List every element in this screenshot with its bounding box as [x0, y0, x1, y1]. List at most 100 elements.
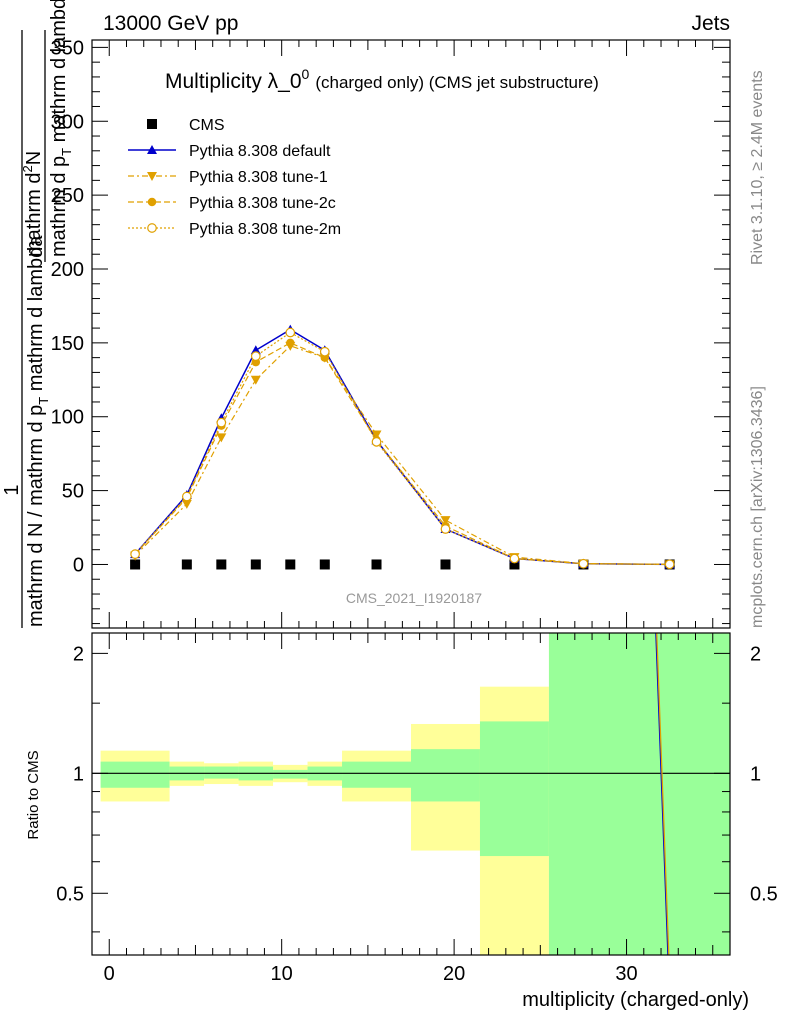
green-band [479, 721, 549, 857]
chart-subtitle: (charged only) (CMS jet substructure) [315, 73, 598, 92]
ratio-y-tick-label: 0.5 [56, 883, 84, 905]
legend-marker [147, 197, 157, 207]
ylabel-denom-top-sub: T [59, 148, 74, 156]
y-tick-label: 100 [51, 407, 84, 429]
legend-marker [147, 145, 157, 154]
ratio-line [656, 632, 670, 956]
data-point [319, 559, 330, 570]
ratio-y-tick-label-right: 0.5 [750, 883, 778, 905]
x-tick-label: 0 [104, 963, 115, 985]
data-point [664, 559, 675, 570]
ylabel-denom-main-text: mathrm d N / mathrm d p [25, 405, 47, 627]
series-line [134, 345, 670, 565]
rivet-label: Rivet 3.1.10, ≥ 2.4M events [749, 70, 766, 265]
ratio-y-tick-label-right: 2 [750, 643, 761, 665]
data-point [319, 346, 330, 357]
green-band [411, 749, 480, 802]
data-point [250, 559, 261, 570]
series-1 [130, 324, 675, 569]
legend-label: Pythia 8.308 tune-2m [189, 221, 341, 238]
legend-label: CMS [189, 117, 225, 134]
data-point [250, 375, 261, 385]
legend: CMS Pythia 8.308 default Pythia 8.308 tune… [128, 117, 341, 238]
y-tick-label: 250 [51, 185, 84, 207]
green-band [273, 769, 308, 779]
y-tick-label: 200 [51, 259, 84, 281]
ratio-plot: 0.5 0.51 12 20 10 20 30 [56, 632, 778, 985]
data-point [509, 553, 520, 564]
watermark: CMS_2021_I1920187 [346, 590, 482, 606]
header-left: 13000 GeV pp [103, 12, 238, 35]
legend-label: Pythia 8.308 default [189, 143, 331, 160]
data-point [371, 436, 382, 447]
chart-title-sup: 0 [302, 66, 310, 82]
green-band [548, 633, 730, 955]
ratio-y-tick-label: 2 [73, 643, 84, 665]
data-point [285, 327, 296, 338]
data-point [578, 558, 589, 569]
legend-item: Pythia 8.308 tune-2c [128, 195, 336, 212]
x-tick-label: 20 [443, 963, 465, 985]
y-tick-label: 150 [51, 333, 84, 355]
series-2 [130, 341, 675, 570]
data-point [216, 433, 227, 443]
data-point [181, 499, 192, 509]
data-point [371, 430, 382, 440]
data-point [440, 524, 451, 534]
legend-label: Pythia 8.308 tune-1 [189, 169, 328, 186]
y-tick-label: 350 [51, 37, 84, 59]
data-point [285, 559, 296, 570]
ratio-xlabel: multiplicity (charged-only) [522, 989, 749, 1011]
ratio-y-tick-label-right: 1 [750, 763, 761, 785]
header-right: Jets [691, 12, 730, 35]
x-tick-label: 10 [271, 963, 293, 985]
data-point [216, 417, 227, 428]
main-frame [91, 39, 731, 629]
ylabel-one: 1 [1, 484, 23, 495]
ylabel-denom-main-sub: T [36, 397, 51, 405]
series-line [134, 331, 670, 565]
ylabel-numer: mathrm d2N [20, 151, 45, 257]
main-ylabel: mathrm d2N mathrm d pT mathrm d lambda 1… [1, 0, 74, 628]
series-line [134, 342, 670, 565]
data-point [181, 491, 192, 502]
green-band [100, 761, 170, 788]
series-4 [130, 327, 675, 570]
green-band [204, 766, 239, 779]
ratio-line [655, 632, 669, 956]
legend-item: Pythia 8.308 tune-2m [128, 221, 341, 238]
legend-marker [147, 119, 157, 129]
legend-item: CMS [147, 117, 225, 134]
data-point [250, 351, 261, 362]
data-point [216, 559, 227, 570]
ylabel-denom-main: mathrm d N / mathrm d pT mathrm d lambda [25, 235, 51, 627]
main-plot: Multiplicity λ_00 (charged only) (CMS jet… [51, 37, 731, 629]
y-tick-label: 300 [51, 111, 84, 133]
ylabel-denom-top-main: mathrm d p [48, 156, 70, 257]
chart-title-main: Multiplicity λ_0 [165, 70, 302, 93]
legend-item: Pythia 8.308 default [128, 143, 331, 160]
data-point [440, 559, 451, 570]
data-point [130, 549, 140, 559]
legend-marker [147, 172, 157, 181]
ylabel-numer-sup: 2 [20, 165, 35, 172]
legend-label: Pythia 8.308 tune-2c [189, 195, 336, 212]
ratio-ylabel: Ratio to CMS [25, 750, 42, 839]
chart-title: Multiplicity λ_00 (charged only) (CMS jet… [165, 66, 599, 93]
ylabel-numer-n: N [23, 151, 45, 165]
y-tick-label: 0 [73, 554, 84, 576]
green-band [342, 761, 411, 788]
legend-marker [147, 223, 157, 233]
data-point [509, 559, 520, 570]
ylabel-denom-top-tail: mathrm d lambda [48, 0, 70, 148]
data-point [286, 338, 295, 348]
ratio-frame [91, 632, 731, 956]
x-tick-label: 30 [615, 963, 637, 985]
series-line [134, 328, 670, 566]
data-point [130, 559, 141, 570]
data-point [181, 559, 192, 570]
ratio-y-tick-label: 1 [73, 763, 84, 785]
data-point [250, 345, 261, 355]
y-tick-label: 50 [62, 481, 84, 503]
ylabel-denom-top: mathrm d pT mathrm d lambda [48, 0, 74, 257]
